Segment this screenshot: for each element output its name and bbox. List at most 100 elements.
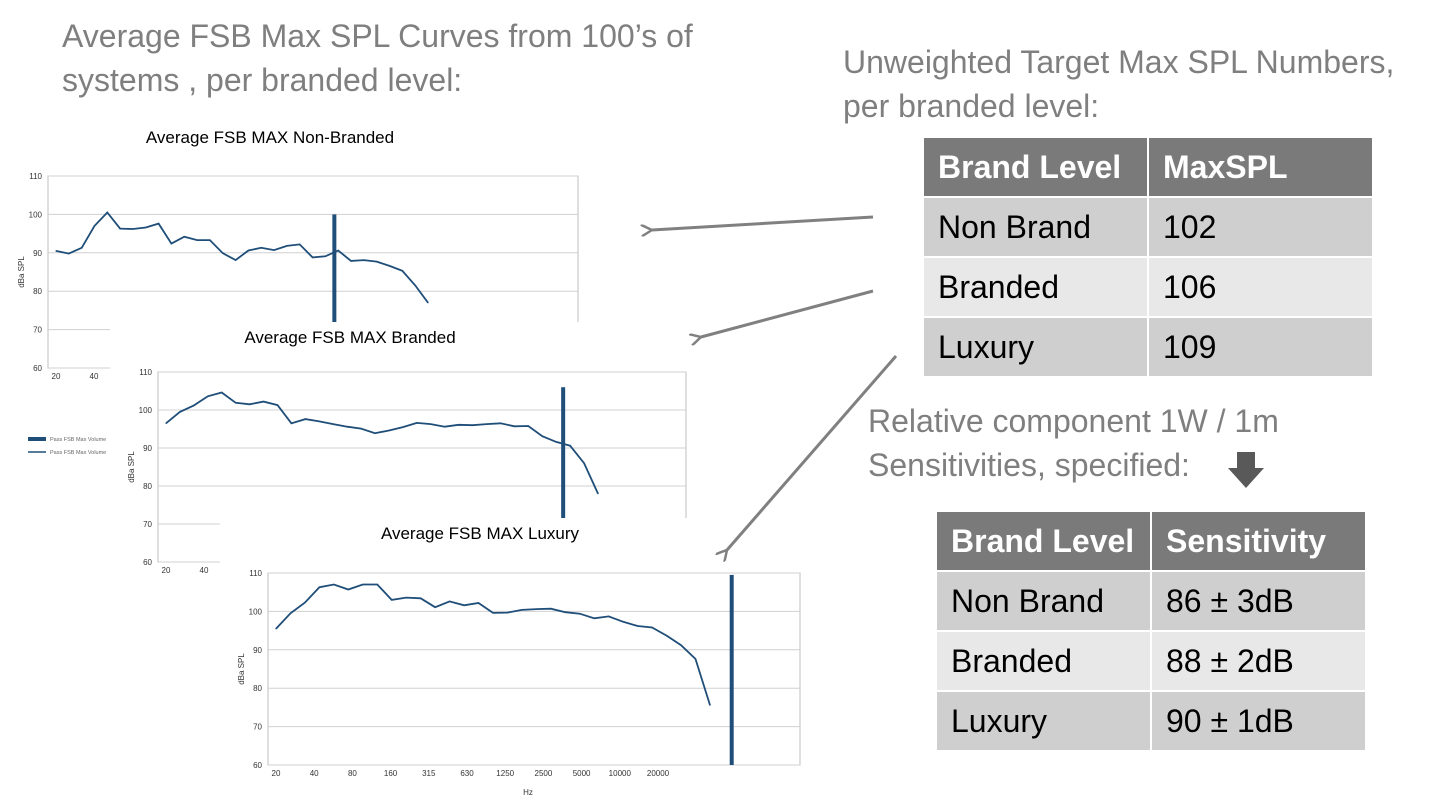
- data-point: [541, 435, 543, 437]
- y-tick-label: 100: [249, 607, 263, 616]
- table-cell: 106: [1147, 256, 1374, 318]
- x-tick-label: 1250: [496, 769, 514, 778]
- table-header: Brand Level: [922, 136, 1149, 198]
- data-point: [81, 247, 83, 249]
- x-tick-label: 40: [310, 769, 319, 778]
- table-row: Luxury 90 ± 1dB: [935, 690, 1367, 752]
- data-point: [414, 284, 416, 286]
- data-point: [221, 391, 223, 394]
- data-point: [106, 211, 108, 214]
- data-point: [416, 422, 418, 424]
- data-point: [376, 583, 378, 586]
- x-tick-label: 315: [422, 769, 436, 778]
- data-point: [458, 424, 460, 426]
- data-point: [275, 628, 277, 630]
- data-point: [249, 403, 251, 405]
- data-point: [289, 612, 292, 614]
- data-point: [362, 583, 364, 586]
- data-point: [388, 265, 391, 267]
- plot-area: [267, 572, 801, 766]
- y-tick-label: 60: [253, 761, 262, 770]
- data-point: [420, 597, 422, 599]
- data-point: [492, 612, 494, 614]
- data-point: [324, 255, 326, 257]
- data-point: [273, 249, 275, 251]
- data-point: [260, 247, 262, 249]
- data-point: [709, 704, 711, 706]
- data-point: [346, 426, 348, 428]
- data-point: [262, 401, 265, 403]
- chart-title: Average FSB MAX Luxury: [380, 524, 580, 543]
- data-point: [597, 493, 599, 495]
- table-header: MaxSPL: [1147, 136, 1374, 198]
- data-point: [304, 602, 306, 604]
- data-point: [55, 250, 57, 252]
- data-point: [666, 635, 668, 637]
- data-point: [550, 608, 552, 610]
- y-tick-label: 100: [139, 406, 153, 415]
- sensitivity-heading: Relative component 1W / 1m Sensitivities…: [868, 399, 1348, 488]
- table-header-row: Brand Level MaxSPL: [922, 136, 1374, 198]
- table-row: Luxury 109: [922, 316, 1374, 378]
- y-axis-label: dBa SPL: [237, 653, 246, 685]
- data-point: [463, 604, 465, 606]
- data-point: [235, 259, 237, 261]
- x-tick-label: 40: [200, 566, 209, 575]
- data-point: [527, 425, 529, 427]
- down-arrow-icon: [1228, 452, 1264, 488]
- series-line: [55, 211, 429, 304]
- data-point: [165, 422, 167, 424]
- data-point: [680, 644, 682, 646]
- data-point: [499, 422, 502, 424]
- left-heading: Average FSB Max SPL Curves from 100’s of…: [62, 18, 693, 98]
- x-tick-label: 20: [52, 372, 61, 381]
- data-point: [374, 432, 376, 434]
- x-tick-label: 630: [460, 769, 474, 778]
- data-point: [513, 425, 515, 427]
- table-header-row: Brand Level Sensitivity: [935, 510, 1367, 572]
- legend-label: Pass FSB Max Volume: [50, 437, 106, 443]
- table-cell: Branded: [922, 256, 1149, 318]
- data-point: [434, 606, 436, 608]
- x-tick-label: 20: [162, 566, 171, 575]
- data-point: [93, 225, 96, 227]
- x-tick-label: 20: [272, 769, 281, 778]
- max-spl-bar: [332, 214, 337, 368]
- chart-luxury-panel: Average FSB MAX Luxury 110 100 90 80 70 60 20 4…: [220, 518, 810, 805]
- data-point: [337, 249, 339, 252]
- y-tick-label: 80: [143, 482, 152, 491]
- data-point: [521, 609, 523, 611]
- data-point: [350, 260, 352, 262]
- data-point: [360, 428, 362, 430]
- chart-title: Average FSB MAX Branded: [244, 328, 456, 347]
- data-point: [622, 621, 624, 623]
- data-point: [477, 602, 480, 604]
- y-tick-label: 70: [253, 723, 262, 732]
- table-cell: 90 ± 1dB: [1150, 690, 1367, 752]
- data-point: [401, 270, 403, 272]
- data-point: [651, 626, 653, 629]
- arrow-to-luxury: [727, 355, 898, 550]
- data-point: [376, 261, 378, 263]
- chart-title: Average FSB MAX Non-Branded: [145, 128, 395, 147]
- data-point: [579, 613, 581, 615]
- table-cell: Luxury: [922, 316, 1149, 378]
- data-point: [391, 599, 393, 601]
- data-point: [427, 302, 429, 304]
- y-tick-label: 60: [33, 364, 42, 373]
- sensitivity-table: Brand Level Sensitivity Non Brand 86 ± 3…: [935, 510, 1367, 752]
- data-point: [333, 583, 335, 586]
- data-point: [332, 423, 334, 425]
- data-point: [569, 445, 571, 447]
- data-point: [694, 658, 697, 660]
- x-tick-label: 80: [348, 769, 357, 778]
- data-point: [290, 422, 292, 424]
- data-point: [444, 426, 446, 428]
- x-tick-label: 40: [90, 372, 99, 381]
- table-row: Branded 88 ± 2dB: [935, 630, 1367, 692]
- data-point: [593, 617, 595, 619]
- y-tick-label: 90: [143, 444, 152, 453]
- max-spl-bar: [561, 387, 566, 562]
- sensitivity-heading-text: Relative component 1W / 1m Sensitivities…: [868, 403, 1279, 483]
